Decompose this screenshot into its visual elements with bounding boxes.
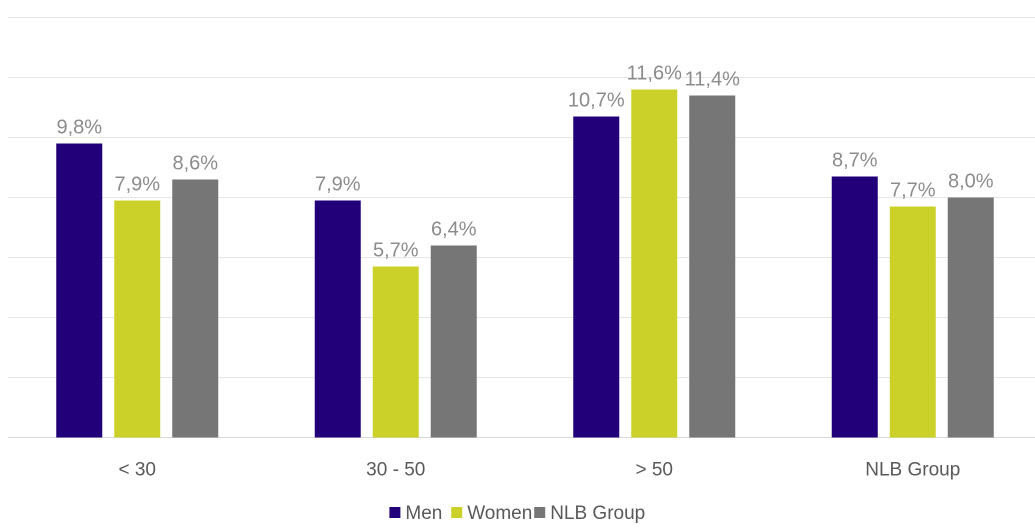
data-label: 8,6% — [172, 153, 218, 175]
bar-women — [631, 89, 678, 438]
data-labels: 9,8% 7,9% 8,6% 7,9% 5,7% 6,4% 10,7%11,6% 11,4% 8… — [56, 63, 993, 262]
category-labels: < 30 30 - 50 > 50 NLB Group — [118, 460, 960, 481]
bar-nlb-group — [947, 197, 994, 438]
legend-label: NLB Group — [550, 503, 645, 524]
bar-nlb-group — [430, 245, 477, 438]
bar-men — [573, 116, 620, 438]
legend-item-men: Men — [389, 503, 442, 524]
legend-swatch — [534, 507, 546, 518]
bar-men — [314, 200, 361, 438]
bar-nlb-group — [689, 95, 736, 438]
legend: Men Women NLB Group — [389, 503, 645, 524]
bars — [56, 89, 994, 438]
data-label: 7,9% — [315, 174, 361, 196]
category-label: NLB Group — [865, 460, 960, 481]
bar-men — [831, 176, 878, 438]
gridlines — [8, 17, 1035, 438]
legend-label: Men — [405, 503, 442, 524]
data-label: 5,7% — [373, 240, 419, 262]
category-label: < 30 — [118, 460, 156, 481]
bar-women — [114, 200, 161, 438]
data-label: 8,7% — [832, 150, 878, 172]
bar-women — [372, 266, 419, 438]
category-label: 30 - 50 — [366, 460, 425, 481]
data-label: 10,7% — [568, 90, 625, 112]
bar-nlb-group — [172, 179, 219, 438]
legend-item-women: Women — [451, 503, 532, 524]
data-label: 7,9% — [114, 174, 160, 196]
data-label: 11,6% — [627, 63, 682, 85]
legend-swatch — [451, 507, 463, 518]
category-label: > 50 — [635, 460, 673, 481]
data-label: 6,4% — [431, 219, 477, 241]
bar-women — [889, 206, 936, 438]
bar-men — [56, 143, 103, 438]
data-label: 9,8% — [56, 117, 102, 139]
legend-item-nlb-group: NLB Group — [534, 503, 645, 524]
legend-swatch — [389, 507, 401, 518]
data-label: 8,0% — [948, 171, 994, 193]
legend-label: Women — [467, 503, 532, 524]
data-label: 11,4% — [685, 69, 740, 91]
data-label: 7,7% — [890, 180, 936, 202]
